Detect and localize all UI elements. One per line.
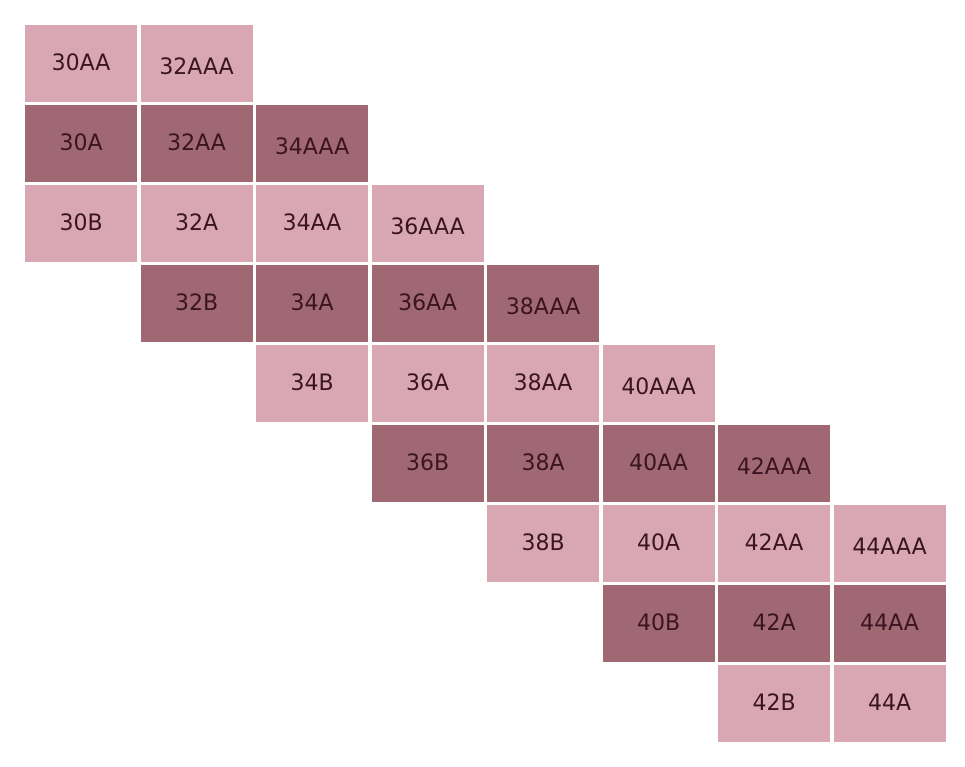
size-cell-42a: 42A: [718, 585, 830, 662]
size-cell-42b: 42B: [718, 665, 830, 742]
size-cell-34aa: 34AA: [256, 185, 368, 262]
size-cell-40a: 40A: [602, 505, 715, 582]
size-cell-38a: 38A: [487, 425, 599, 502]
size-cell-40aaa: 40AAA: [602, 345, 715, 422]
size-cell-40aa: 40AA: [602, 425, 715, 502]
size-cell-34a: 34A: [256, 265, 368, 342]
size-cell-40b: 40B: [602, 585, 715, 662]
size-cell-36aaa: 36AAA: [371, 185, 484, 262]
size-cell-42aaa: 42AAA: [718, 425, 830, 502]
size-cell-34b: 34B: [256, 345, 368, 422]
size-cell-38b: 38B: [487, 505, 599, 582]
size-cell-32aaa: 32AAA: [140, 25, 253, 102]
size-cell-36b: 36B: [371, 425, 484, 502]
size-cell-30a: 30A: [25, 105, 137, 182]
size-cell-32aa: 32AA: [140, 105, 253, 182]
size-cell-30aa: 30AA: [25, 25, 137, 102]
size-cell-36a: 36A: [371, 345, 484, 422]
size-cell-30b: 30B: [25, 185, 137, 262]
size-cell-32b: 32B: [140, 265, 253, 342]
size-cell-44aa: 44AA: [833, 585, 946, 662]
size-cell-42aa: 42AA: [718, 505, 830, 582]
size-cell-38aa: 38AA: [487, 345, 599, 422]
size-cell-32a: 32A: [140, 185, 253, 262]
size-cell-38aaa: 38AAA: [487, 265, 599, 342]
size-cell-34aaa: 34AAA: [256, 105, 368, 182]
size-cell-36aa: 36AA: [371, 265, 484, 342]
size-cell-44aaa: 44AAA: [833, 505, 946, 582]
size-cell-44a: 44A: [833, 665, 946, 742]
